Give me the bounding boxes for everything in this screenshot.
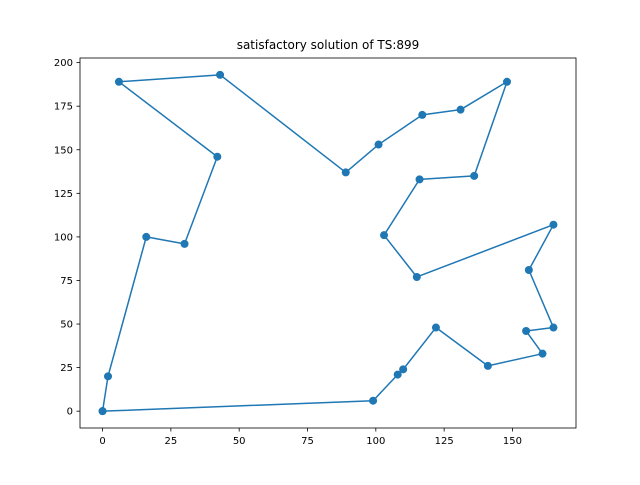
x-tick-label: 100 (366, 436, 385, 447)
data-point (431, 323, 440, 332)
data-point (393, 370, 402, 379)
y-axis-ticks: 0 25 50 75 100 125 150 175 200 (54, 58, 80, 418)
y-tick-label: 175 (54, 102, 73, 113)
data-point (374, 140, 383, 149)
x-axis-ticks: 0 25 50 75 100 125 150 (99, 428, 522, 447)
y-tick-label: 100 (54, 232, 73, 243)
data-point (213, 152, 222, 161)
data-point (412, 272, 421, 281)
series-layer (98, 70, 558, 416)
data-point (369, 396, 378, 405)
x-tick-label: 125 (435, 436, 454, 447)
data-point (180, 239, 189, 248)
data-point (549, 220, 558, 229)
x-tick-label: 75 (301, 436, 314, 447)
y-tick-label: 125 (54, 189, 73, 200)
x-tick-label: 0 (99, 436, 105, 447)
data-point (114, 77, 123, 86)
data-point (470, 171, 479, 180)
data-point (418, 110, 427, 119)
y-tick-label: 50 (60, 320, 73, 331)
data-point (104, 372, 113, 381)
y-tick-label: 150 (54, 145, 73, 156)
data-point (522, 327, 531, 336)
data-point (216, 70, 225, 79)
data-point (483, 361, 492, 370)
axes-frame (79, 57, 577, 429)
data-point (341, 168, 350, 177)
y-tick-label: 75 (60, 276, 73, 287)
data-point (399, 365, 408, 374)
plot-area (80, 58, 576, 428)
y-tick-label: 0 (67, 407, 73, 418)
x-tick-label: 25 (164, 436, 177, 447)
chart-title: satisfactory solution of TS:899 (237, 38, 420, 52)
x-tick-label: 150 (503, 436, 522, 447)
data-point (549, 323, 558, 332)
data-point (380, 231, 389, 240)
data-point (502, 77, 511, 86)
y-tick-label: 200 (54, 58, 73, 69)
data-point (98, 407, 107, 416)
x-tick-label: 50 (233, 436, 246, 447)
data-point (456, 105, 465, 114)
data-point (415, 175, 424, 184)
data-point (142, 232, 151, 241)
data-point (538, 349, 547, 358)
data-point (524, 266, 533, 275)
y-tick-label: 25 (60, 363, 73, 374)
